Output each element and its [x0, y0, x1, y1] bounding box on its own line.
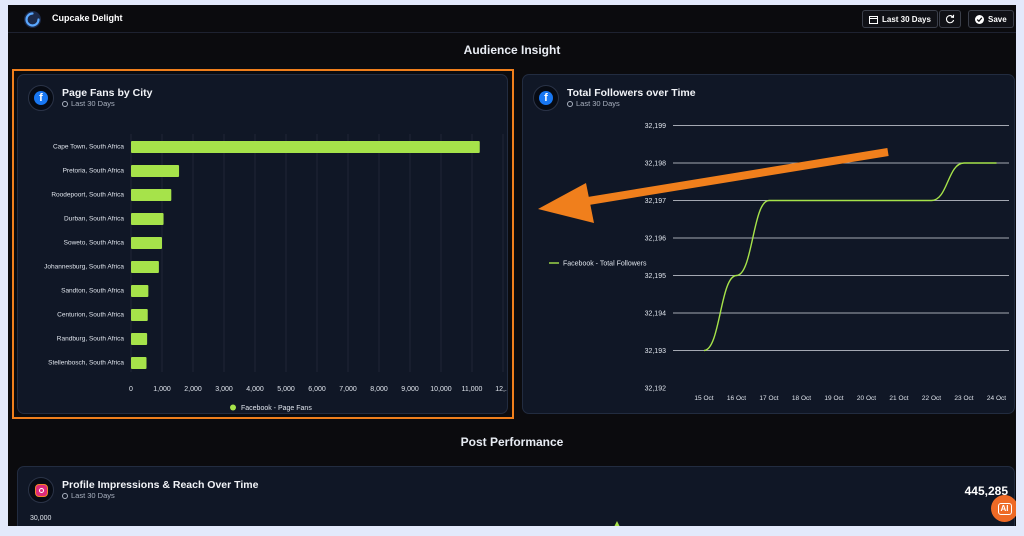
x-tick-label: 10,000	[430, 386, 452, 393]
bar	[131, 237, 162, 249]
category-label: Randburg, South Africa	[57, 336, 125, 343]
bar	[131, 333, 148, 345]
x-tick-label: 12,...	[495, 386, 508, 393]
x-tick-label: 6,000	[308, 386, 326, 393]
page-fans-bar-chart: 0 1,000 2,000 3,000 4,000 5,000 6,000 7,000 8,00…	[44, 134, 508, 412]
section-title-post: Post Performance	[460, 435, 564, 449]
calendar-icon	[869, 15, 878, 24]
date-range-label: Last 30 Days	[882, 14, 931, 24]
card-subtitle: Last 30 Days	[62, 99, 115, 108]
clock-icon	[62, 100, 68, 107]
category-label: Johannesburg, South Africa	[44, 264, 124, 271]
x-tick-label: 15 Oct	[694, 395, 713, 402]
bar	[131, 189, 172, 201]
y-tick-label: 32,199	[645, 123, 667, 130]
top-bar: Cupcake Delight Last 30 Days Save	[8, 5, 1016, 33]
ai-assistant-label: AI	[997, 502, 1012, 515]
dashboard: Cupcake Delight Last 30 Days Save Audien…	[8, 5, 1016, 526]
y-tick-label: 32,192	[645, 386, 667, 393]
page-fans-card: f Page Fans by City Last 30 Days 0 1,000 2…	[17, 74, 508, 414]
legend-label: Facebook - Total Followers	[563, 261, 647, 268]
card-subtitle-text: Last 30 Days	[71, 491, 115, 500]
total-followers-card: f Total Followers over Time Last 30 Days…	[522, 74, 1015, 414]
category-label: Pretoria, South Africa	[63, 168, 125, 175]
y-tick-label: 32,198	[645, 161, 667, 168]
x-tick-label: 0	[129, 386, 133, 393]
legend-label: Facebook - Page Fans	[241, 405, 312, 412]
category-label: Cape Town, South Africa	[53, 144, 124, 151]
x-tick-label: 4,000	[246, 386, 264, 393]
bar	[131, 309, 148, 321]
category-label: Centurion, South Africa	[57, 312, 124, 319]
y-tick-label: 32,194	[645, 311, 667, 318]
save-label: Save	[988, 14, 1007, 24]
y-tick-label: 32,197	[645, 198, 667, 205]
y-tick-label: 32,193	[645, 348, 667, 355]
category-label: Stellenbosch, South Africa	[48, 360, 124, 367]
clock-icon	[62, 492, 68, 499]
card-subtitle-text: Last 30 Days	[576, 99, 620, 108]
category-label: Roodepoort, South Africa	[51, 192, 124, 199]
legend-marker	[230, 404, 236, 411]
facebook-icon: f	[28, 85, 54, 111]
bar	[131, 357, 147, 369]
total-followers-line-chart: 32,192 32,193 32,194 32,195 32,196 32,197 32,1…	[549, 123, 1009, 402]
card-title: Page Fans by City	[62, 87, 153, 99]
x-tick-label: 18 Oct	[792, 395, 811, 402]
y-tick-label: 32,196	[645, 236, 667, 243]
x-tick-label: 5,000	[277, 386, 295, 393]
category-label: Soweto, South Africa	[64, 240, 125, 247]
impressions-y-axis-top-label: 30,000	[30, 515, 52, 522]
bar	[131, 141, 480, 153]
card-title: Total Followers over Time	[567, 87, 696, 99]
x-tick-label: 8,000	[370, 386, 388, 393]
bar	[131, 165, 180, 177]
bar	[131, 285, 149, 297]
card-title: Profile Impressions & Reach Over Time	[62, 479, 259, 491]
facebook-icon: f	[533, 85, 559, 111]
x-tick-label: 23 Oct	[954, 395, 973, 402]
check-icon	[975, 14, 984, 24]
refresh-button[interactable]	[939, 10, 961, 28]
impressions-total: 445,285	[964, 484, 1008, 498]
refresh-icon	[945, 14, 955, 24]
instagram-icon	[28, 477, 54, 503]
app-logo-icon	[24, 11, 41, 28]
series-line	[703, 162, 997, 352]
date-range-button[interactable]: Last 30 Days	[862, 10, 938, 28]
impressions-card: Profile Impressions & Reach Over Time La…	[17, 466, 1015, 526]
x-tick-label: 21 Oct	[889, 395, 908, 402]
x-tick-label: 20 Oct	[857, 395, 876, 402]
highlight-box	[12, 69, 514, 419]
bar	[131, 261, 159, 273]
card-subtitle: Last 30 Days	[567, 99, 620, 108]
bar	[131, 213, 164, 225]
x-tick-label: 7,000	[339, 386, 357, 393]
x-tick-label: 22 Oct	[922, 395, 941, 402]
save-button[interactable]: Save	[968, 10, 1014, 28]
x-tick-label: 19 Oct	[824, 395, 843, 402]
x-tick-label: 11,000	[462, 386, 483, 393]
category-label: Durban, South Africa	[64, 216, 124, 223]
clock-icon	[567, 100, 573, 107]
x-tick-label: 16 Oct	[727, 395, 746, 402]
card-subtitle-text: Last 30 Days	[71, 99, 115, 108]
y-tick-label: 32,195	[645, 273, 667, 280]
x-tick-label: 24 Oct	[987, 395, 1006, 402]
x-tick-label: 9,000	[401, 386, 419, 393]
card-subtitle: Last 30 Days	[62, 491, 115, 500]
app-title: Cupcake Delight	[52, 13, 123, 23]
ai-assistant-button[interactable]: AI	[991, 495, 1016, 522]
x-tick-label: 3,000	[215, 386, 233, 393]
category-label: Sandton, South Africa	[61, 288, 124, 295]
section-title-audience: Audience Insight	[463, 43, 561, 57]
x-tick-label: 2,000	[184, 386, 202, 393]
impressions-peak-marker	[614, 521, 620, 526]
x-tick-label: 1,000	[153, 386, 171, 393]
x-tick-label: 17 Oct	[759, 395, 778, 402]
